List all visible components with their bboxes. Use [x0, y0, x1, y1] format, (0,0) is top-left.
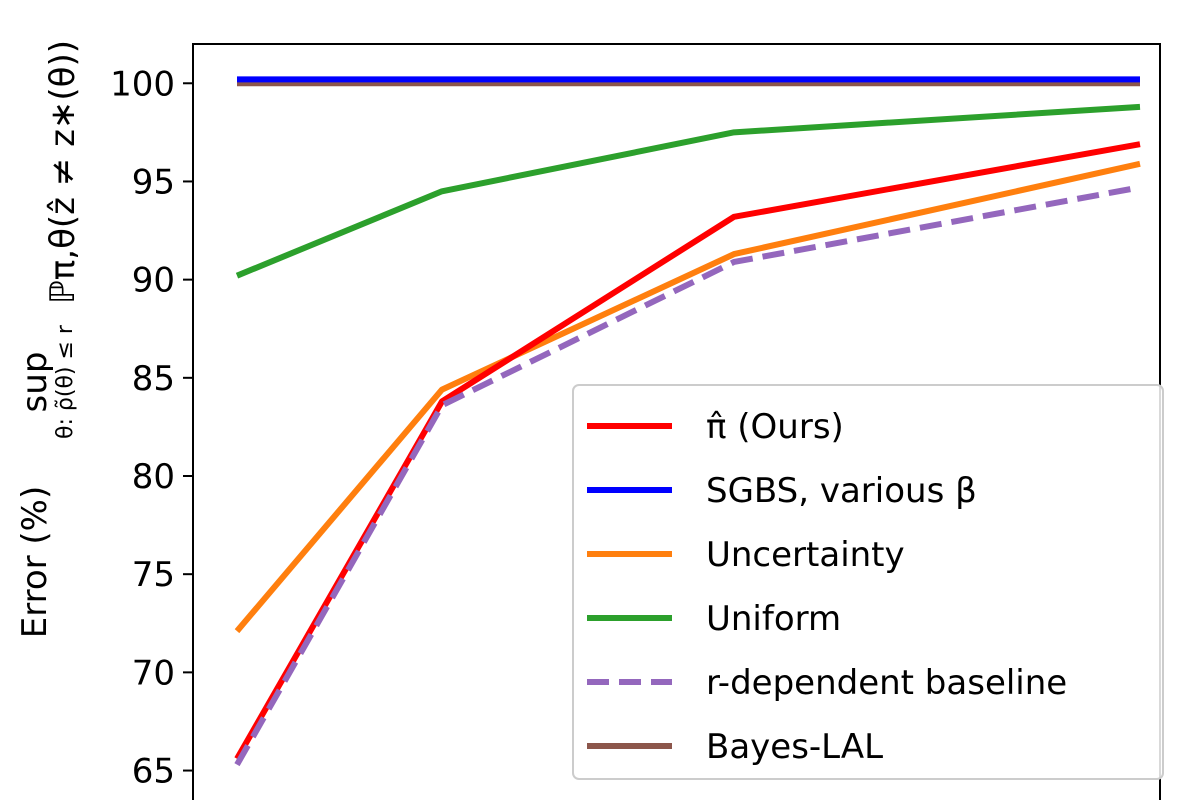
- legend-label-5: Bayes-LAL: [706, 727, 883, 767]
- y-axis-label-sup: sup: [15, 352, 55, 413]
- y-axis-label: Error (%) sup θ: ρ̃(θ) ≤ r ℙπ,θ(ẑ ≠ z∗(θ…: [15, 40, 83, 638]
- legend-label-3: Uniform: [706, 599, 841, 639]
- y-tick-label: 95: [132, 162, 175, 202]
- legend-label-2: Uncertainty: [706, 535, 905, 575]
- series-lines: [234, 76, 1141, 767]
- y-tick-label: 70: [132, 653, 175, 693]
- series-line-4: [234, 184, 1141, 767]
- legend-label-4: r-dependent baseline: [706, 663, 1067, 703]
- y-tick-label: 90: [132, 261, 175, 301]
- series-line-2: [234, 160, 1141, 634]
- legend-label-0: π̂ (Ours): [706, 407, 844, 447]
- y-axis-ticks: 65 70 75 80 85 90 95 100: [110, 64, 193, 792]
- y-axis-label-probability: ℙπ,θ(ẑ ≠ z∗(θ)): [43, 40, 83, 304]
- y-tick-label: 80: [132, 457, 175, 497]
- y-axis-label-sup-subscript: θ: ρ̃(θ) ≤ r: [53, 324, 78, 439]
- y-tick-label: 75: [132, 555, 175, 595]
- y-tick-label: 100: [110, 64, 175, 104]
- legend-label-1: SGBS, various β: [706, 471, 977, 511]
- y-tick-label: 65: [132, 752, 175, 792]
- legend-box: [572, 384, 1164, 780]
- y-tick-label: 85: [132, 359, 175, 399]
- series-line-3: [235, 103, 1141, 279]
- legend: π̂ (Ours) SGBS, various β Uncertainty Unifo…: [572, 384, 1164, 780]
- y-axis-label-prefix: Error (%): [15, 486, 55, 639]
